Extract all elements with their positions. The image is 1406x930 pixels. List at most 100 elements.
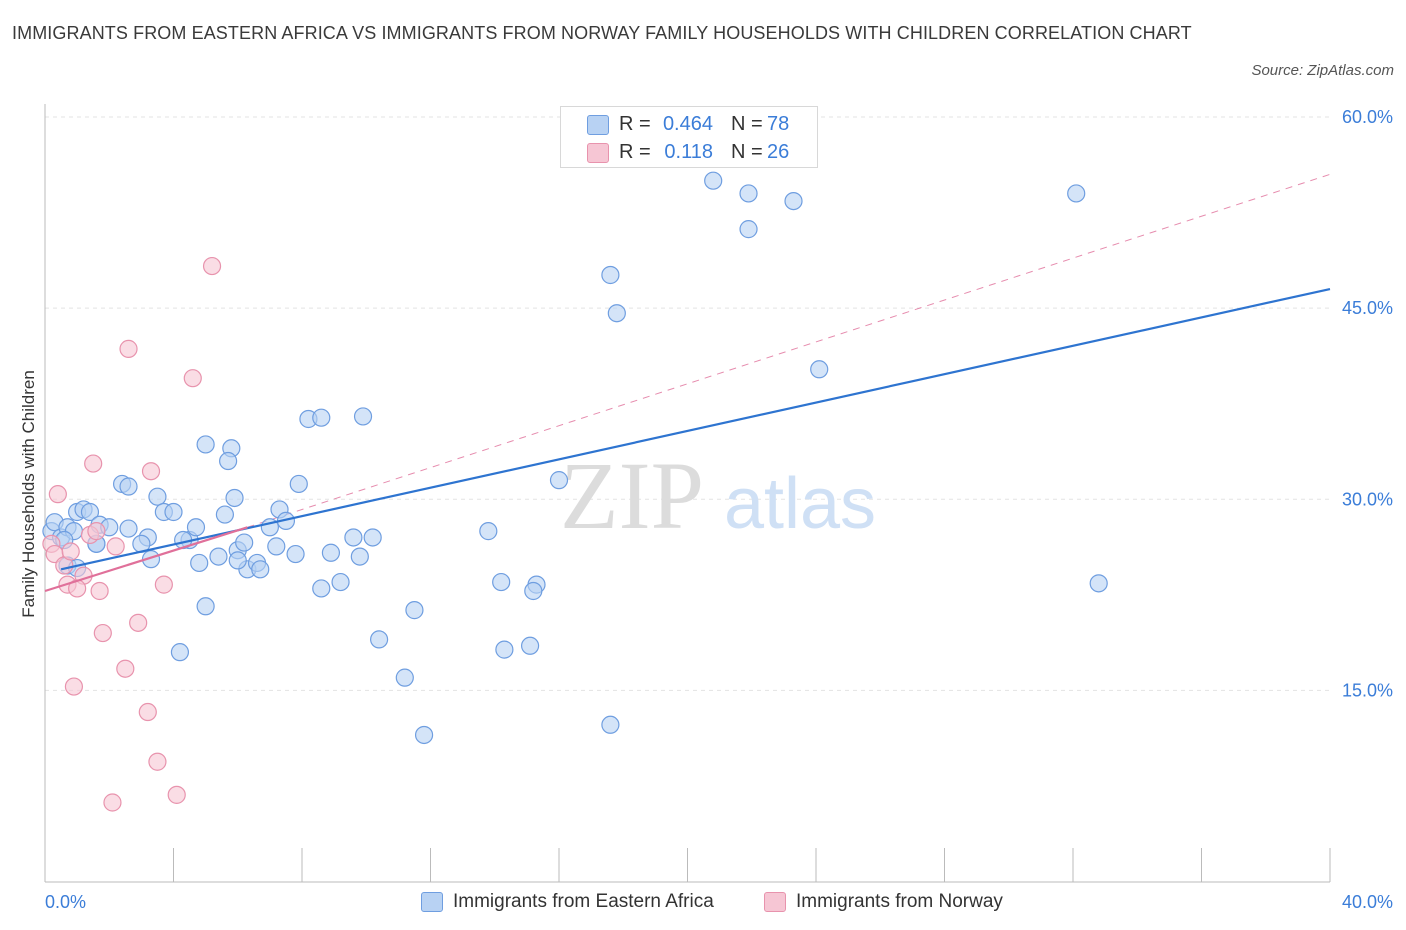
n-value: 26 [767,141,790,163]
data-point-eastern-africa [810,360,829,379]
data-point-norway [61,542,80,561]
x-tick-label: 40.0% [1342,892,1393,912]
data-point-norway [103,793,122,812]
data-point-eastern-africa [739,220,758,239]
data-point-eastern-africa [331,572,350,592]
data-point-eastern-africa [148,487,167,506]
tick-labels: 15.0% 30.0% 45.0% 60.0% 0.0% 40.0% [45,107,1393,912]
data-point-eastern-africa [370,630,389,649]
data-point-norway [141,462,161,481]
data-point-eastern-africa [495,640,514,659]
data-point-eastern-africa [414,725,434,745]
watermark: ZIP atlas [560,442,876,549]
data-point-eastern-africa [601,715,620,734]
data-point-eastern-africa [321,543,341,562]
data-point-eastern-africa [704,171,723,190]
y-axis-label: Family Households with Children [19,370,38,618]
data-point-eastern-africa [196,597,215,616]
data-point-eastern-africa [215,505,234,524]
data-point-eastern-africa [520,636,540,655]
axes [44,104,1331,883]
data-point-norway [90,581,109,601]
data-point-eastern-africa [119,519,138,538]
data-point-eastern-africa [209,547,228,566]
data-point-norway [119,339,138,358]
trend-line-norway [44,526,248,593]
data-point-eastern-africa [363,528,382,547]
data-point-eastern-africa [1067,184,1086,203]
data-point-norway [93,623,112,643]
r-label: R = [619,113,651,135]
data-point-norway [48,485,67,504]
data-point-norway [64,677,84,696]
y-tick-label: 30.0% [1342,489,1393,509]
data-point-eastern-africa [196,435,215,454]
series-legend: Immigrants from Eastern Africa Immigrant… [0,890,1406,916]
data-point-eastern-africa [549,471,569,490]
data-point-norway [183,369,202,388]
n-value: 78 [767,113,790,135]
data-point-norway [154,575,173,594]
data-point-eastern-africa [119,477,138,496]
data-point-eastern-africa [344,528,363,547]
data-point-norway [129,613,148,632]
data-point-norway [148,752,167,771]
legend-swatch-pink [587,143,609,163]
data-point-eastern-africa [251,560,270,579]
trend-line-eastern-africa [60,287,1331,571]
watermark-zip: ZIP [560,442,704,549]
legend-swatch-blue [421,892,443,912]
grid-lines [45,116,1330,691]
data-point-eastern-africa [286,544,305,564]
data-point-norway [167,785,186,804]
data-point-eastern-africa [524,581,543,601]
legend-swatch-blue [587,115,609,135]
data-point-eastern-africa [219,451,238,471]
data-point-eastern-africa [350,547,369,566]
data-point-norway [116,659,135,678]
data-point-norway [87,522,106,541]
data-point-eastern-africa [289,474,308,494]
data-point-eastern-africa [235,533,254,552]
data-point-norway [202,256,222,276]
source-label: Source: ZipAtlas.com [1251,62,1394,79]
legend-swatch-pink [764,892,786,912]
legend-label: Immigrants from Norway [796,891,1003,912]
y-tick-label: 60.0% [1342,107,1393,127]
r-label: R = [619,141,651,163]
data-point-eastern-africa [267,537,286,556]
data-point-eastern-africa [395,668,414,687]
chart-title: IMMIGRANTS FROM EASTERN AFRICA VS IMMIGR… [12,23,1192,43]
data-point-eastern-africa [601,265,620,285]
data-point-eastern-africa [607,304,626,323]
data-point-eastern-africa [170,643,190,662]
stats-legend: R = 0.464 N = 78 R = 0.118 N = 26 [560,106,818,168]
y-tick-label: 15.0% [1342,680,1393,700]
data-point-norway [106,537,125,556]
data-point-eastern-africa [312,579,331,598]
data-point-norway [84,454,103,473]
r-value: 0.118 [664,141,713,163]
data-point-eastern-africa [186,518,206,537]
data-point-eastern-africa [312,408,331,427]
r-value: 0.464 [662,113,713,135]
data-point-eastern-africa [492,572,511,592]
data-point-eastern-africa [190,553,209,573]
data-point-eastern-africa [1089,574,1108,593]
data-point-eastern-africa [405,601,424,620]
n-label: N = [731,141,763,163]
data-point-eastern-africa [80,502,100,522]
legend-label: Immigrants from Eastern Africa [453,891,714,912]
data-point-eastern-africa [479,522,498,541]
data-point-norway [138,702,157,722]
watermark-atlas: atlas [724,464,876,544]
data-point-eastern-africa [228,551,247,570]
data-point-eastern-africa [141,550,161,569]
x-tick-label: 0.0% [45,892,86,912]
n-label: N = [731,113,763,135]
data-point-eastern-africa [164,502,183,522]
data-point-eastern-africa [739,184,758,203]
series-eastern-africa-points [42,171,1108,745]
data-point-eastern-africa [353,407,373,426]
